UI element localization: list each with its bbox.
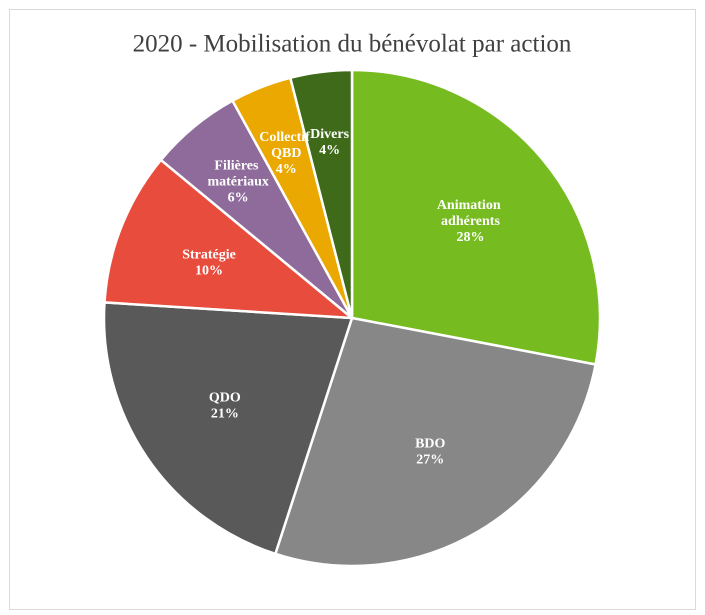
pie-slice [350, 68, 602, 366]
value-label: 27% [416, 452, 444, 467]
pie-slice [288, 68, 354, 319]
value-label: 10% [195, 263, 223, 278]
value-label: 6% [228, 190, 249, 205]
pie-slice [103, 158, 356, 320]
value-label: 4% [319, 143, 340, 158]
category-label: Divers [310, 127, 349, 142]
value-label: 21% [211, 406, 239, 421]
category-label: QDO [209, 390, 241, 405]
pie-slice [102, 301, 354, 556]
category-label: Animation adhérents [437, 198, 504, 229]
category-label: Collectif QBD [259, 130, 313, 161]
chart-title: 2020 - Mobilisation du bénévolat par act… [133, 31, 572, 58]
pie-slice [273, 316, 598, 568]
value-label: 28% [456, 230, 484, 245]
category-label: Stratégie [182, 247, 236, 262]
category-label: BDO [415, 436, 445, 451]
value-label: 4% [276, 162, 297, 177]
category-label: Filières matériaux [207, 158, 268, 189]
